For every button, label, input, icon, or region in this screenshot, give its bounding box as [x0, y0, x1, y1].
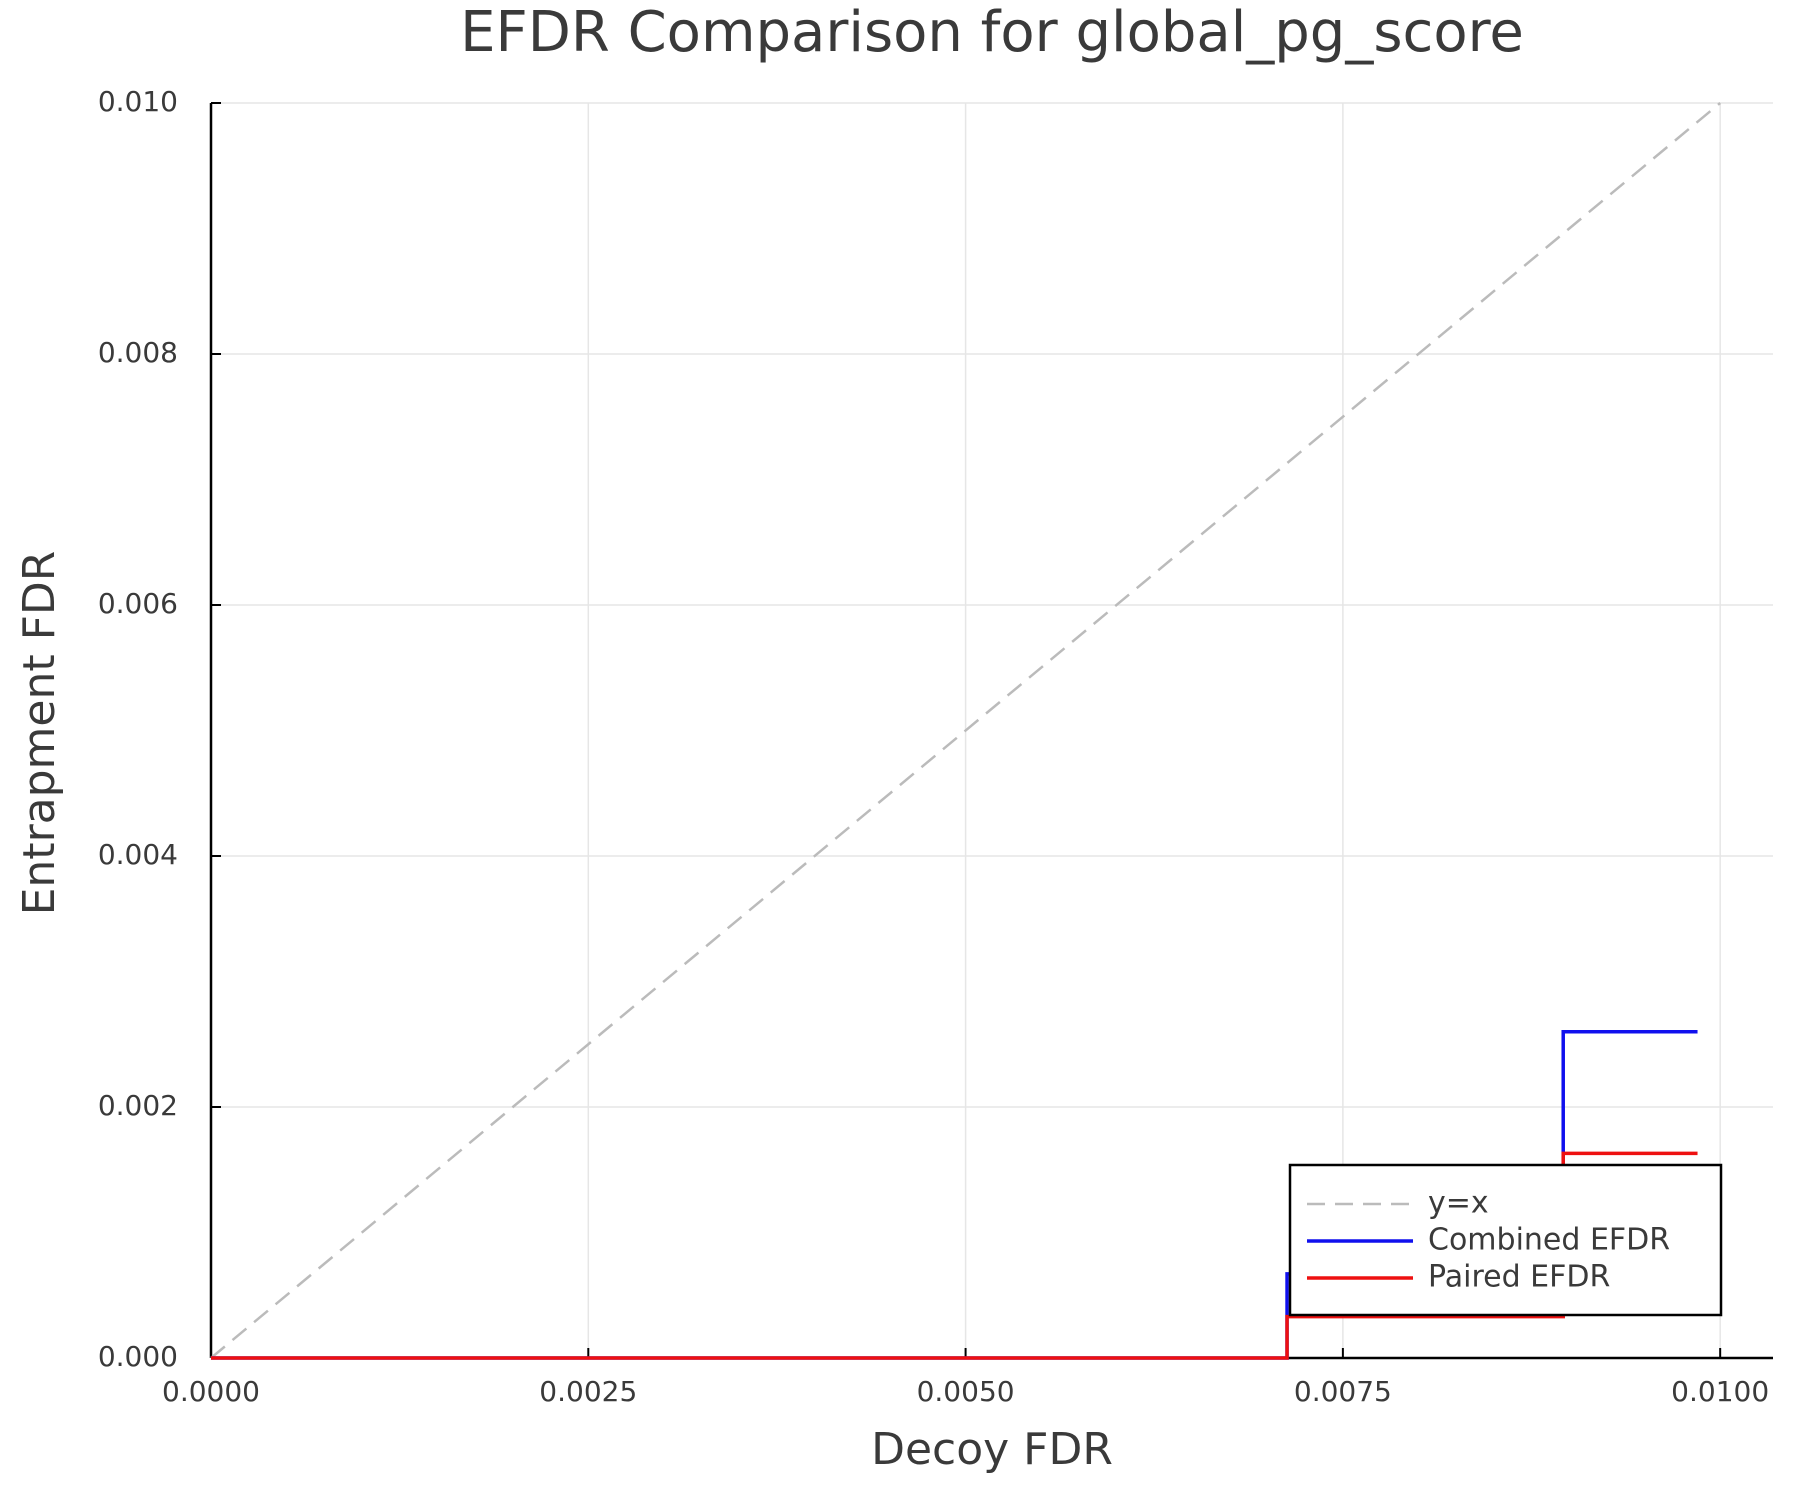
- series-line: [210, 102, 1721, 1359]
- chart-title: EFDR Comparison for global_pg_score: [460, 0, 1524, 65]
- x-tick-label: 0.0100: [1671, 1375, 1769, 1408]
- y-tick-label: 0.008: [98, 336, 178, 369]
- y-axis-title: Entrapment FDR: [14, 551, 65, 916]
- x-tick-label: 0.0075: [1294, 1375, 1392, 1408]
- y-tick-label: 0.006: [98, 587, 178, 620]
- x-tick-label: 0.0025: [539, 1375, 637, 1408]
- y-tick-label: 0.002: [98, 1089, 178, 1122]
- legend-label: y=x: [1428, 1186, 1489, 1221]
- y-tick-label: 0.000: [98, 1340, 178, 1373]
- legend-label: Combined EFDR: [1428, 1223, 1670, 1258]
- x-axis-title: Decoy FDR: [871, 1424, 1113, 1475]
- x-tick-label: 0.0000: [162, 1375, 260, 1408]
- legend-label: Paired EFDR: [1428, 1260, 1610, 1295]
- y-tick-label: 0.010: [98, 85, 178, 118]
- y-tick-label: 0.004: [98, 838, 178, 871]
- x-tick-label: 0.0050: [917, 1375, 1015, 1408]
- series-line: [211, 1151, 1698, 1360]
